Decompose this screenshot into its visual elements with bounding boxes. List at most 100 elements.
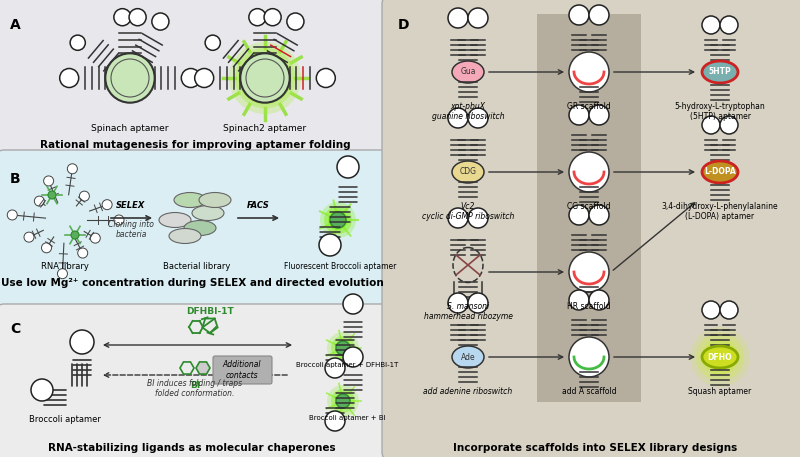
Circle shape	[448, 108, 468, 128]
Circle shape	[468, 108, 488, 128]
Circle shape	[720, 16, 738, 34]
Circle shape	[327, 385, 359, 417]
Circle shape	[335, 393, 351, 409]
Circle shape	[327, 332, 359, 364]
Circle shape	[328, 210, 348, 230]
Text: DFHO: DFHO	[708, 352, 732, 361]
Text: Ade: Ade	[461, 352, 475, 361]
Circle shape	[569, 5, 589, 25]
Ellipse shape	[702, 346, 738, 368]
Circle shape	[702, 339, 738, 375]
Text: B: B	[10, 172, 21, 186]
Circle shape	[325, 358, 345, 378]
Circle shape	[343, 347, 363, 367]
Circle shape	[448, 8, 468, 28]
Ellipse shape	[159, 213, 191, 228]
Text: Spinach aptamer: Spinach aptamer	[91, 124, 169, 133]
Text: Rational mutagenesis for improving aptamer folding: Rational mutagenesis for improving aptam…	[40, 140, 350, 150]
Circle shape	[58, 269, 67, 279]
Circle shape	[343, 294, 363, 314]
Circle shape	[238, 51, 292, 105]
FancyBboxPatch shape	[0, 0, 390, 160]
Circle shape	[448, 293, 468, 313]
Text: DFHBI-1T: DFHBI-1T	[186, 307, 234, 316]
Circle shape	[70, 330, 94, 354]
FancyBboxPatch shape	[0, 304, 390, 457]
Text: BI induces folding / traps
folded conformation.: BI induces folding / traps folded confor…	[147, 379, 242, 399]
Text: Cloning into
bacteria: Cloning into bacteria	[108, 220, 154, 239]
Circle shape	[337, 156, 359, 178]
Circle shape	[335, 340, 351, 356]
Text: Broccoli aptamer + DFHBI-1T: Broccoli aptamer + DFHBI-1T	[296, 362, 398, 368]
Circle shape	[696, 333, 744, 381]
Circle shape	[316, 69, 335, 87]
Circle shape	[42, 243, 51, 253]
Ellipse shape	[174, 192, 206, 207]
Circle shape	[182, 69, 200, 87]
Text: Additional
contacts: Additional contacts	[222, 360, 262, 380]
Text: Broccoli aptamer: Broccoli aptamer	[29, 415, 101, 424]
Text: GR scaffold: GR scaffold	[567, 102, 611, 111]
Circle shape	[468, 8, 488, 28]
Circle shape	[70, 35, 86, 50]
Text: C: C	[10, 322, 20, 336]
Circle shape	[702, 16, 720, 34]
Text: Use low Mg²⁺ concentration during SELEX and directed evolution: Use low Mg²⁺ concentration during SELEX …	[1, 278, 383, 288]
Text: xpt-pbuX
guanine riboswitch: xpt-pbuX guanine riboswitch	[432, 102, 504, 122]
Text: Incorporate scaffolds into SELEX library designs: Incorporate scaffolds into SELEX library…	[453, 443, 737, 453]
Circle shape	[114, 9, 131, 26]
Circle shape	[324, 206, 352, 234]
Circle shape	[336, 394, 350, 408]
Circle shape	[234, 48, 295, 108]
Text: BI: BI	[190, 381, 200, 390]
Circle shape	[67, 164, 78, 174]
Text: L-DOPA: L-DOPA	[704, 168, 736, 176]
Circle shape	[129, 9, 146, 26]
Circle shape	[336, 341, 350, 355]
Circle shape	[44, 176, 54, 186]
Circle shape	[102, 200, 112, 210]
Text: RNA-stabilizing ligands as molecular chaperones: RNA-stabilizing ligands as molecular cha…	[48, 443, 336, 453]
Text: SELEX: SELEX	[116, 201, 146, 210]
Circle shape	[720, 116, 738, 134]
Circle shape	[320, 202, 356, 238]
Polygon shape	[196, 362, 210, 374]
Text: Vc2
cyclic di-GMP riboswitch: Vc2 cyclic di-GMP riboswitch	[422, 202, 514, 221]
Circle shape	[7, 210, 18, 220]
Circle shape	[48, 191, 56, 199]
Ellipse shape	[452, 161, 484, 183]
Circle shape	[569, 337, 609, 377]
Ellipse shape	[199, 192, 231, 207]
Circle shape	[205, 35, 220, 50]
Text: Squash aptamer: Squash aptamer	[688, 387, 752, 396]
Circle shape	[78, 248, 88, 258]
Circle shape	[702, 301, 720, 319]
Text: Bacterial library: Bacterial library	[163, 262, 230, 271]
Circle shape	[240, 53, 290, 103]
Text: A: A	[10, 18, 21, 32]
Circle shape	[569, 290, 589, 310]
Ellipse shape	[184, 220, 216, 235]
Text: Spinach2 aptamer: Spinach2 aptamer	[223, 124, 306, 133]
Circle shape	[589, 290, 609, 310]
Circle shape	[569, 52, 609, 92]
Circle shape	[468, 208, 488, 228]
Circle shape	[589, 205, 609, 225]
FancyBboxPatch shape	[213, 356, 272, 384]
Circle shape	[319, 234, 341, 256]
Circle shape	[702, 116, 720, 134]
Circle shape	[569, 252, 609, 292]
Circle shape	[569, 205, 589, 225]
Circle shape	[114, 215, 124, 225]
Circle shape	[690, 327, 750, 387]
Ellipse shape	[452, 61, 484, 83]
Circle shape	[720, 301, 738, 319]
Circle shape	[448, 208, 468, 228]
Text: S. mansoni
hammerhead ribozyme: S. mansoni hammerhead ribozyme	[423, 302, 513, 321]
Circle shape	[106, 53, 154, 103]
Circle shape	[152, 13, 169, 30]
Circle shape	[589, 105, 609, 125]
Circle shape	[325, 411, 345, 431]
Text: 5-hydroxy-L-tryptophan
(5HTP) aptamer: 5-hydroxy-L-tryptophan (5HTP) aptamer	[674, 102, 766, 122]
FancyBboxPatch shape	[0, 150, 390, 314]
